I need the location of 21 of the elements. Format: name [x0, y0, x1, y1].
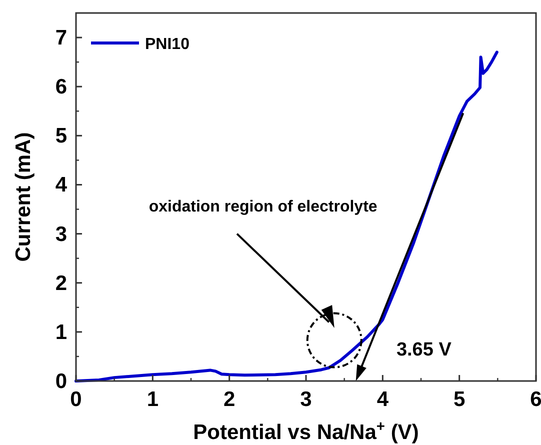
x-tick-label: 2 [223, 388, 236, 411]
y-tick-label: 6 [55, 76, 67, 99]
y-tick-label: 4 [55, 174, 68, 197]
x-tick-label: 4 [376, 388, 389, 411]
x-tick-label: 3 [300, 388, 312, 411]
line-series [74, 50, 498, 382]
legend-label: PNI10 [145, 36, 190, 53]
y-tick-label: 7 [55, 26, 67, 50]
y-tick-label: 3 [55, 222, 67, 246]
annotation: oxidation region of electrolyte [148, 198, 378, 216]
y-tick-label: 0 [55, 370, 67, 393]
y-tick-label: 1 [55, 320, 68, 344]
x-tick-label: 1 [146, 388, 159, 411]
x-axis-title: Potential vs Na/Na$^{+}$ (V) [193, 419, 419, 444]
y-tick-label: 5 [55, 124, 68, 148]
x-tick-label: 0 [70, 388, 82, 411]
x-tick-label: 6 [530, 388, 541, 411]
annotation: 3.65 V [396, 339, 452, 360]
x-tick-label: 5 [453, 388, 466, 411]
y-axis-title: Current (mA) [12, 132, 35, 262]
y-tick-label: 2 [55, 272, 67, 295]
